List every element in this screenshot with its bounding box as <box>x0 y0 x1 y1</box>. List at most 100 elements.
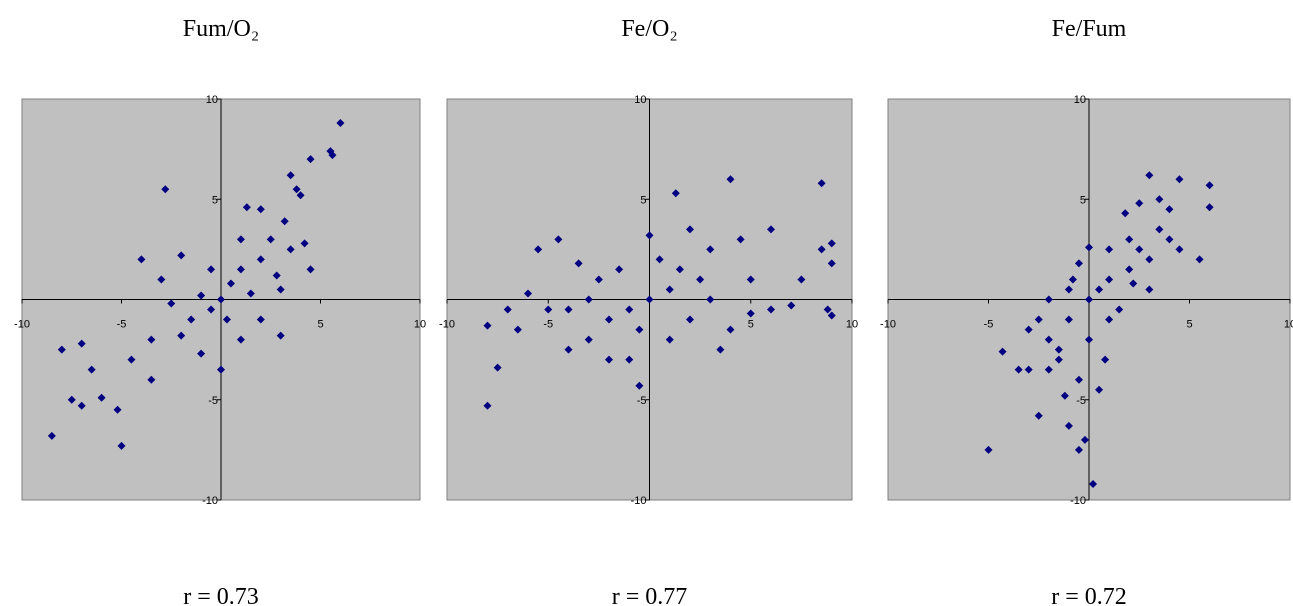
data-point <box>1034 315 1043 324</box>
data-point <box>817 245 826 254</box>
y-tick-label: -10 <box>202 495 218 507</box>
data-point <box>1101 355 1110 364</box>
data-point <box>266 235 275 244</box>
data-point <box>554 235 563 244</box>
data-point <box>272 271 281 280</box>
data-point <box>493 363 502 372</box>
data-point <box>300 239 309 248</box>
data-point <box>1044 365 1053 374</box>
x-tick-label: 10 <box>414 319 426 331</box>
data-point <box>77 339 86 348</box>
data-point <box>328 151 337 160</box>
x-tick-label: 10 <box>846 319 858 331</box>
data-point <box>706 245 715 254</box>
data-point <box>256 205 265 214</box>
data-point <box>827 311 836 320</box>
x-tick-label: -5 <box>543 319 553 331</box>
data-point <box>635 381 644 390</box>
data-point <box>1105 275 1114 284</box>
data-point <box>1054 345 1063 354</box>
data-point <box>187 315 196 324</box>
x-tick-label: 10 <box>1284 319 1293 331</box>
data-point <box>1145 285 1154 294</box>
data-point <box>1105 245 1114 254</box>
data-point <box>87 365 96 374</box>
data-point <box>625 355 634 364</box>
data-point <box>696 275 705 284</box>
data-point <box>1121 209 1130 218</box>
data-point <box>767 305 775 314</box>
x-tick-label: -10 <box>880 319 896 331</box>
data-point <box>207 265 216 274</box>
data-point <box>276 331 285 340</box>
data-point <box>276 285 285 294</box>
data-point <box>177 251 186 260</box>
data-point <box>1145 171 1154 180</box>
chart-title: Fum/O₂ <box>183 16 259 42</box>
data-point <box>77 401 86 410</box>
y-tick-label: -5 <box>208 395 218 407</box>
data-point <box>256 255 265 264</box>
data-point <box>483 401 492 410</box>
data-point <box>157 275 166 284</box>
x-tick-label: -10 <box>14 319 30 331</box>
data-point <box>984 445 993 454</box>
data-point <box>1155 195 1164 204</box>
data-point <box>1085 243 1093 252</box>
data-point <box>127 355 136 364</box>
data-point <box>1129 279 1138 288</box>
data-point <box>665 335 674 344</box>
data-point <box>292 185 301 194</box>
data-point <box>1074 445 1083 454</box>
data-point <box>336 119 345 128</box>
data-point <box>1135 199 1144 208</box>
data-point <box>1125 235 1134 244</box>
data-point <box>1054 355 1063 364</box>
data-point <box>1024 325 1033 334</box>
data-point <box>1135 245 1144 254</box>
data-point <box>1089 479 1098 488</box>
data-point <box>1068 275 1077 284</box>
data-point <box>1205 203 1214 212</box>
data-point <box>286 245 295 254</box>
data-point <box>177 331 186 340</box>
data-point <box>67 395 76 404</box>
data-point <box>1085 295 1093 304</box>
data-point <box>246 289 255 298</box>
data-point <box>827 239 836 248</box>
data-point <box>746 275 755 284</box>
data-point <box>524 289 532 298</box>
data-point <box>222 315 231 324</box>
data-point <box>625 305 634 314</box>
data-point <box>823 305 832 314</box>
data-point <box>827 259 836 268</box>
y-tick-label: 5 <box>1080 194 1086 206</box>
data-point <box>787 301 796 310</box>
data-point <box>1064 421 1073 430</box>
data-point <box>564 345 573 354</box>
data-point <box>655 255 664 264</box>
data-point <box>137 255 146 264</box>
data-point <box>236 265 245 274</box>
data-point <box>47 431 56 440</box>
data-point <box>147 375 156 384</box>
data-point <box>236 335 245 344</box>
y-tick-label: -5 <box>1076 395 1086 407</box>
data-point <box>286 171 295 180</box>
data-point <box>296 191 305 200</box>
data-point <box>584 295 593 304</box>
data-point <box>686 315 694 324</box>
data-point <box>503 305 512 314</box>
data-point <box>675 265 684 274</box>
data-point <box>161 185 170 194</box>
data-point <box>1060 391 1069 400</box>
data-point <box>1205 181 1214 190</box>
data-point <box>797 275 806 284</box>
data-point <box>706 295 715 304</box>
data-point <box>584 335 593 344</box>
data-point <box>226 279 235 288</box>
data-point <box>483 321 492 330</box>
data-point <box>1105 315 1114 324</box>
